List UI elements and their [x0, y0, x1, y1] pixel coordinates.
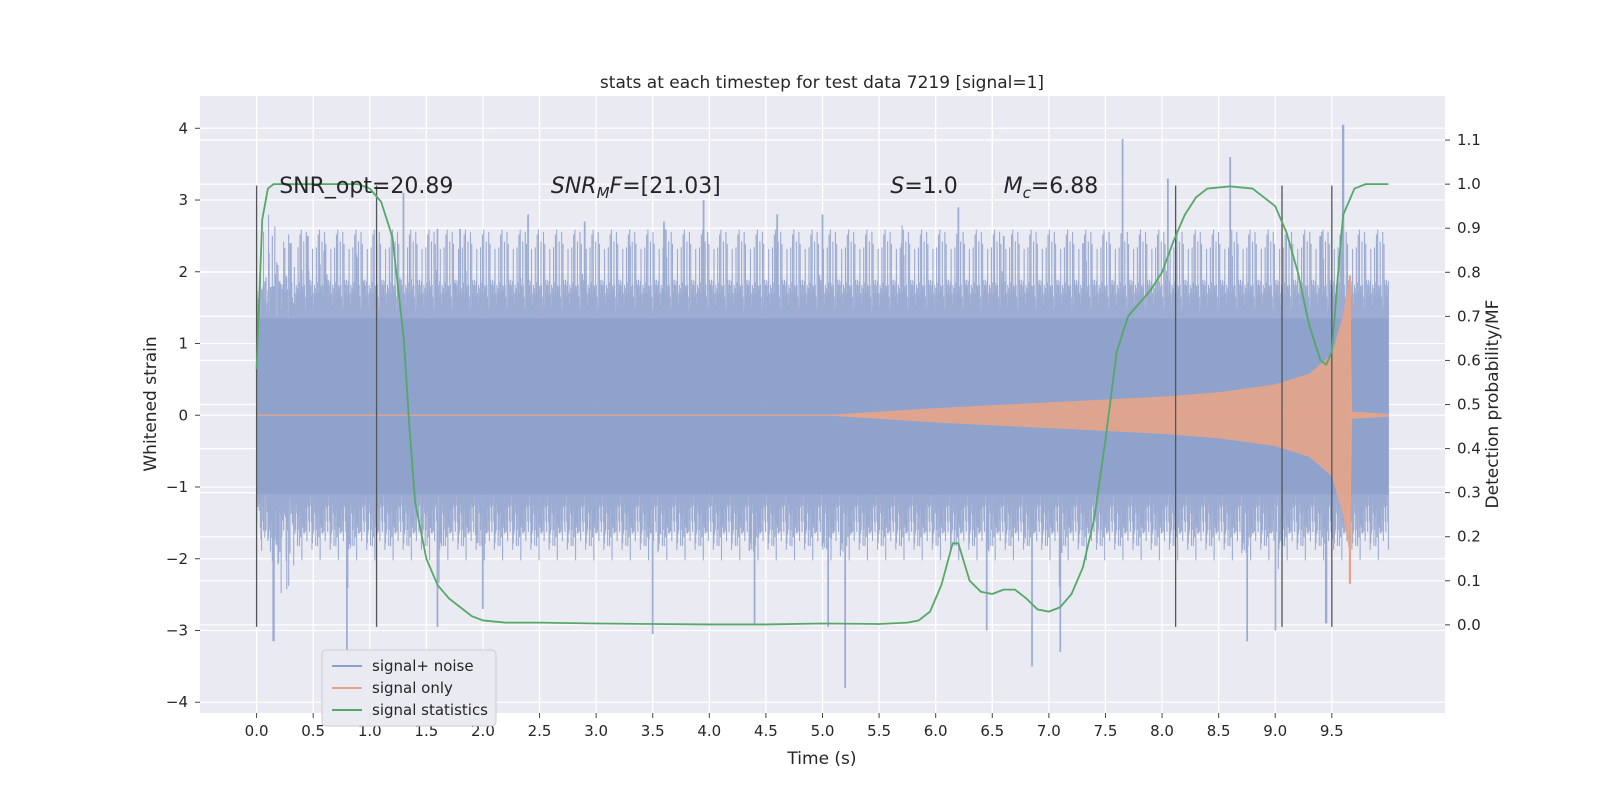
x-tick-label: 7.5 [1094, 722, 1118, 740]
y2-tick-label: 1.1 [1457, 131, 1481, 149]
annotation-part: =6.88 [1031, 174, 1098, 199]
x-tick-label: 4.5 [754, 722, 778, 740]
y-tick-label: 0 [178, 406, 188, 424]
x-tick-label: 3.5 [641, 722, 665, 740]
x-tick-label: 4.0 [697, 722, 721, 740]
y2-tick-label: 0.4 [1457, 440, 1481, 458]
annotation-part: =1.0 [904, 174, 957, 199]
y-tick-label: 2 [178, 263, 188, 281]
x-tick-label: 0.0 [245, 722, 269, 740]
y2-tick-label: 0.0 [1457, 616, 1481, 634]
y2-tick-label: 0.5 [1457, 396, 1481, 414]
annotations: SNR_opt=20.89 SNRMF=[21.03] S=1.0 Mc=6.88 [279, 174, 1098, 202]
x-tick-label: 3.0 [584, 722, 608, 740]
annotation: SNRMF=[21.03] [551, 174, 721, 202]
annotation: SNR_opt=20.89 [279, 174, 453, 199]
x-tick-label: 9.5 [1320, 722, 1344, 740]
x-tick-label: 6.5 [980, 722, 1004, 740]
chart-title: stats at each timestep for test data 721… [600, 73, 1044, 93]
y2-axis-ticks: 0.0 0.1 0.2 0.3 0.4 0.5 0.6 0.7 0.8 0.9 1.0 1.1 [1445, 131, 1481, 634]
y2-tick-label: 0.8 [1457, 263, 1481, 281]
annotation-part: M [1004, 174, 1023, 199]
y2-tick-label: 1.0 [1457, 175, 1481, 193]
legend-label: signal statistics [372, 701, 488, 719]
y2-axis-label: Detection probability/MF [1483, 300, 1503, 509]
x-tick-label: 9.0 [1263, 722, 1287, 740]
annotation: S=1.0 [890, 174, 957, 199]
signal-only-series [256, 275, 1389, 584]
y-tick-label: −4 [166, 693, 188, 711]
legend-label: signal+ noise [372, 657, 474, 675]
legend: signal+ noise signal only signal statistic… [321, 649, 497, 727]
y2-tick-label: 0.2 [1457, 528, 1481, 546]
signal-statistics-series [255, 183, 1389, 626]
annotation-part: S [890, 174, 904, 199]
y-tick-label: 3 [178, 191, 188, 209]
y-tick-label: −3 [166, 621, 188, 639]
x-tick-label: 6.0 [924, 722, 948, 740]
annotation-part: SNR [551, 174, 597, 199]
annotation-part: F [610, 174, 623, 199]
y-tick-label: −2 [166, 550, 188, 568]
x-tick-label: 5.0 [811, 722, 835, 740]
y2-tick-label: 0.6 [1457, 351, 1481, 369]
y-axis-ticks: −4 −3 −2 −1 0 1 2 3 4 [166, 119, 200, 711]
x-axis-label: Time (s) [786, 749, 856, 769]
y-tick-label: 1 [178, 335, 188, 353]
y-tick-label: 4 [178, 119, 188, 137]
y2-tick-label: 0.1 [1457, 572, 1481, 590]
annotation-part: M [597, 184, 610, 202]
x-tick-label: 2.5 [528, 722, 552, 740]
y2-tick-label: 0.7 [1457, 307, 1481, 325]
y-axis-label: Whitened strain [141, 336, 161, 471]
y2-tick-label: 0.3 [1457, 484, 1481, 502]
y-tick-label: −1 [166, 478, 188, 496]
x-tick-label: 8.5 [1207, 722, 1231, 740]
annotation-part: c [1023, 184, 1032, 202]
x-tick-label: 5.5 [867, 722, 891, 740]
annotation-part: =[21.03] [622, 174, 721, 199]
signal-statistics-line [255, 183, 1389, 626]
annotation: Mc=6.88 [1004, 174, 1099, 202]
y2-tick-label: 0.9 [1457, 219, 1481, 237]
annotation-part: SNR_opt=20.89 [279, 174, 453, 199]
vertical-markers [255, 185, 1333, 627]
x-tick-label: 8.0 [1150, 722, 1174, 740]
x-tick-label: 7.0 [1037, 722, 1061, 740]
legend-box [321, 649, 497, 727]
x-tick-label: 0.5 [301, 722, 325, 740]
legend-label: signal only [372, 679, 453, 697]
